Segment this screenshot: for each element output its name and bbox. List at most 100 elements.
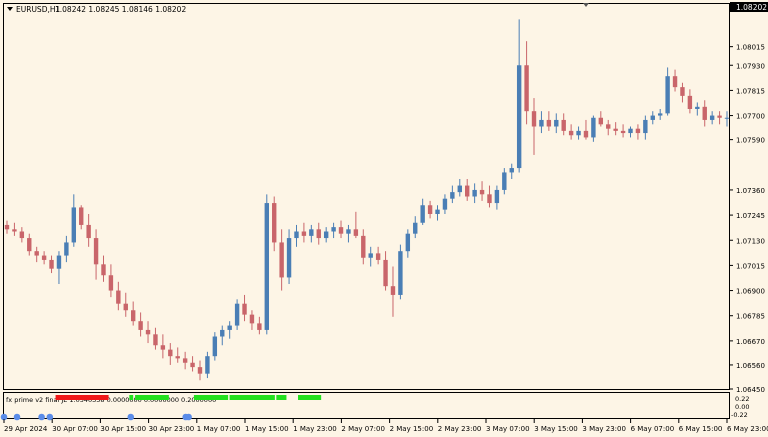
price-tick-label: 1.07360: [736, 187, 765, 195]
indicator-scale-top: 0.22: [735, 395, 749, 403]
triangle-down-icon[interactable]: [7, 7, 13, 11]
indicator-panel-frame: [3, 392, 730, 419]
time-tick-label: 29 Apr 2024: [4, 425, 48, 433]
candle-body: [368, 253, 373, 258]
signal-layer: [0, 395, 322, 421]
candle-body: [361, 235, 366, 258]
candle-body: [101, 264, 106, 276]
candle-body: [301, 231, 307, 236]
indicator-scale-mid: 0.00: [735, 403, 749, 411]
candle-body: [34, 251, 39, 256]
candle-body: [680, 87, 685, 96]
price-tick-label: 1.06670: [736, 338, 765, 346]
candle-body: [635, 128, 641, 134]
candle-body: [323, 231, 329, 239]
price-tick-label: 1.07245: [736, 212, 765, 220]
candle-body: [695, 106, 700, 109]
candle-body: [64, 242, 69, 256]
candle-body: [709, 115, 715, 120]
signal-dot: [38, 413, 45, 421]
time-tick-label: 6 May 07:00: [631, 425, 675, 433]
signal-dot: [0, 413, 8, 421]
time-tick-label: 1 May 15:00: [245, 425, 289, 433]
signal-dot: [46, 413, 54, 421]
signal-bar-green: [129, 395, 134, 400]
time-axis[interactable]: 29 Apr 2024 30 Apr 07:00 30 Apr 15:00 30 Ap…: [3, 419, 768, 433]
candle-body: [286, 238, 292, 278]
candle-body: [554, 119, 559, 127]
candle-body: [613, 128, 618, 131]
candle-body: [338, 227, 344, 234]
candle-body: [257, 323, 262, 330]
price-axis[interactable]: 1.08015 1.07930 1.07815 1.07700 1.07590 1.073…: [729, 44, 765, 394]
candle-body: [86, 224, 91, 239]
signal-dot: [13, 413, 21, 421]
time-tick-label: 30 Apr 15:00: [100, 425, 146, 433]
time-tick-label: 2 May 07:00: [341, 425, 385, 433]
signal-bar-green: [135, 395, 169, 400]
candle-body: [375, 253, 381, 260]
candle-body: [160, 345, 166, 350]
candle-body: [687, 95, 693, 109]
candle-body: [427, 205, 433, 214]
price-tick-label: 1.06560: [736, 362, 765, 370]
candle-body: [561, 119, 566, 131]
candle-body: [487, 194, 492, 204]
candle-body: [576, 130, 581, 136]
candle-body: [264, 203, 269, 330]
candle-body: [398, 251, 403, 295]
candle-body: [494, 189, 500, 204]
time-tick-label: 3 May 15:00: [534, 425, 578, 433]
candle-body: [331, 227, 336, 232]
price-tick-label: 1.07700: [736, 113, 765, 121]
candle-body: [672, 76, 678, 88]
time-tick-label: 6 May 23:00: [727, 425, 768, 433]
time-tick-label: 1 May 23:00: [293, 425, 337, 433]
candle-body: [472, 189, 477, 197]
candle-body: [212, 336, 218, 357]
candle-body: [316, 229, 321, 239]
candle-body: [539, 119, 544, 127]
candle-body: [93, 238, 99, 265]
price-tick-label: 1.07815: [736, 87, 765, 95]
candle-body: [123, 303, 128, 311]
time-tick-label: 3 May 23:00: [582, 425, 626, 433]
indicator-label: fx prime v2 final JE 1.0540358 0.0000000…: [6, 396, 216, 404]
candle-body: [138, 321, 143, 330]
candle-body: [353, 229, 359, 236]
time-tick-label: 1 May 07:00: [197, 425, 241, 433]
price-tick-label: 1.08015: [736, 44, 765, 52]
candle-body: [620, 130, 626, 134]
candle-body: [702, 106, 707, 120]
candle-body: [606, 124, 611, 129]
candles-layer: [4, 19, 730, 381]
candle-body: [182, 358, 188, 363]
price-tick-label: 1.07015: [736, 262, 765, 270]
candle-body: [272, 203, 277, 243]
ohlc-label: 1.08242 1.08245 1.08146 1.08202: [55, 5, 186, 14]
candle-body: [546, 119, 552, 127]
signal-bar-green: [276, 395, 287, 400]
price-tick-label: 1.07590: [736, 137, 765, 145]
candle-body: [205, 356, 210, 374]
candle-body: [465, 185, 470, 197]
signal-dot: [127, 413, 135, 421]
time-tick-label: 6 May 15:00: [679, 425, 723, 433]
candle-body: [41, 255, 47, 260]
candle-body: [4, 224, 10, 230]
candle-body: [420, 205, 425, 223]
candle-body: [383, 259, 388, 287]
candle-body: [568, 130, 574, 136]
main-plot-frame: [3, 3, 730, 390]
current-price-label: 1.08202: [736, 3, 767, 12]
candle-body: [168, 349, 173, 357]
candle-body: [724, 117, 730, 119]
candle-body: [405, 233, 411, 252]
candle-body: [294, 231, 299, 239]
candle-body: [279, 242, 284, 278]
time-tick-label: 30 Apr 23:00: [149, 425, 195, 433]
price-tick-label: 1.07930: [736, 62, 765, 70]
signal-bar-green: [193, 395, 229, 400]
